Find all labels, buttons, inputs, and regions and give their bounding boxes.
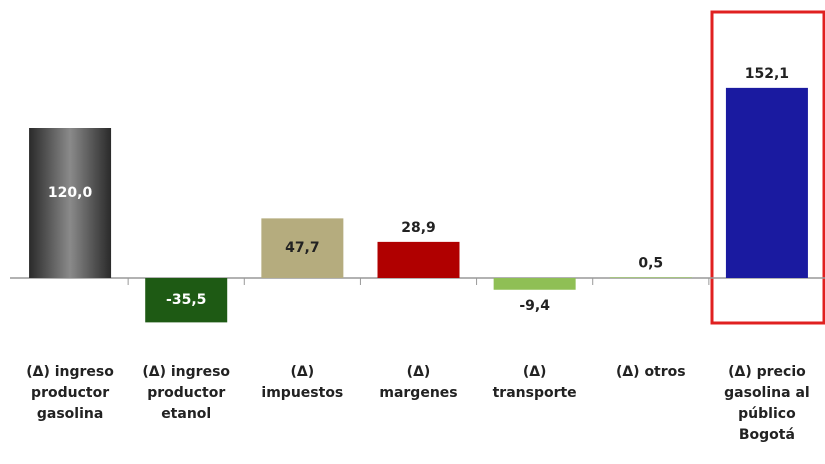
- x-tick-label: productor: [31, 385, 109, 401]
- x-tick-label: transporte: [493, 385, 577, 401]
- x-tick-label: (Δ): [407, 364, 431, 380]
- data-label: 28,9: [401, 220, 436, 236]
- x-tick-label: (Δ) precio: [728, 364, 806, 380]
- x-tick-label: público: [738, 406, 796, 422]
- x-tick-label: (Δ): [523, 364, 547, 380]
- x-tick-label: Bogotá: [739, 427, 795, 443]
- bar: [29, 128, 112, 278]
- highlight-box: [710, 10, 825, 325]
- bar: [145, 278, 228, 323]
- bar: [493, 278, 576, 290]
- x-tick-label: gasolina: [37, 406, 103, 422]
- x-tick-label: margenes: [379, 385, 457, 401]
- data-label: 47,7: [285, 240, 320, 256]
- bar: [725, 87, 808, 278]
- bar: [261, 218, 344, 278]
- x-tick-label: (Δ) otros: [616, 364, 686, 380]
- data-label: 0,5: [638, 255, 663, 271]
- x-tick-label: gasolina al: [724, 385, 810, 401]
- x-tick-label: (Δ): [291, 364, 315, 380]
- data-label: -35,5: [166, 292, 206, 308]
- bar: [609, 277, 692, 278]
- x-tick-label: (Δ) ingreso: [26, 364, 114, 380]
- x-tick-label: etanol: [161, 406, 211, 422]
- data-label: 120,0: [48, 185, 93, 201]
- x-tick-label: impuestos: [261, 385, 343, 401]
- data-label: 152,1: [745, 66, 789, 82]
- x-tick-label: productor: [147, 385, 225, 401]
- x-tick-label: (Δ) ingreso: [142, 364, 230, 380]
- bar: [377, 241, 460, 278]
- data-label: -9,4: [519, 298, 550, 314]
